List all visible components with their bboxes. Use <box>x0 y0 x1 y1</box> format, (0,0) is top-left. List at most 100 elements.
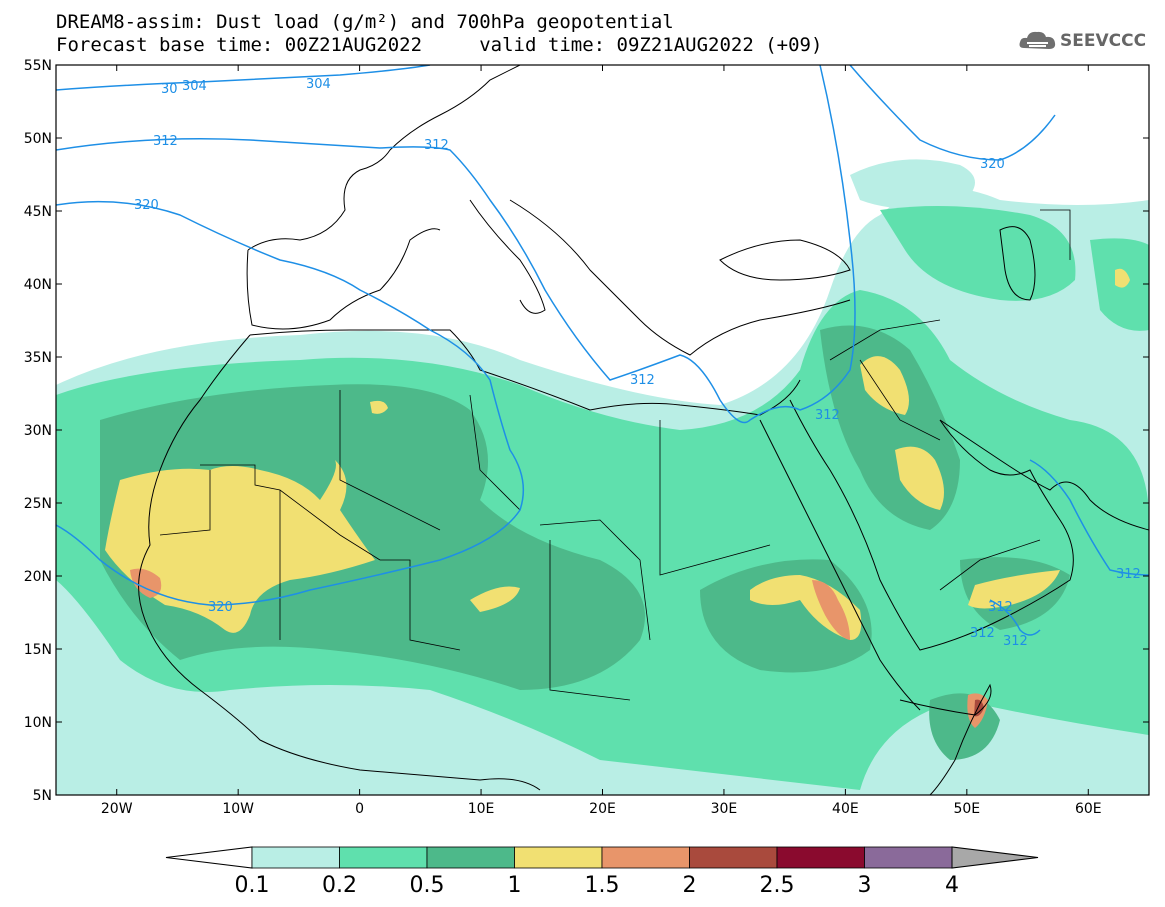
dust-shade-low <box>880 206 1076 301</box>
lat-tick-label: 20N <box>24 569 52 585</box>
border-line <box>859 359 941 441</box>
lon-tick-label: 20W <box>101 801 133 817</box>
dust-shade-high <box>1115 268 1130 288</box>
lat-tick-label: 55N <box>24 58 52 74</box>
chart-subtitle: Forecast base time: 00Z21AUG2022 valid t… <box>56 34 823 56</box>
lon-tick-label: 0 <box>355 801 364 817</box>
colorbar-label: 0.1 <box>235 873 270 898</box>
contour-label: 312 <box>424 138 449 153</box>
border-line <box>380 559 461 651</box>
lon-tick-label: 30E <box>711 801 738 817</box>
contour-312-north <box>56 65 856 424</box>
contour-304 <box>56 65 431 91</box>
contour-label: 312 <box>970 626 995 641</box>
dust-shade-light <box>850 159 975 209</box>
contour-label: 320 <box>208 600 233 615</box>
colorbar-swatch <box>514 846 603 869</box>
colorbar-label: 0.5 <box>410 873 445 898</box>
dust-shade-high <box>370 400 388 414</box>
colorbar-label: 4 <box>945 873 959 898</box>
coastline-red-sea <box>759 419 921 711</box>
dust-shade-high <box>895 446 944 510</box>
colorbar-swatch <box>426 846 515 869</box>
border-line <box>159 470 211 536</box>
lon-tick-label: 60E <box>1075 801 1102 817</box>
lon-tick-label: 50E <box>953 801 980 817</box>
lat-tick-label: 35N <box>24 350 52 366</box>
coastline-europe <box>247 65 521 251</box>
dust-shade-high <box>105 460 375 633</box>
lon-tick-label: 10W <box>222 801 254 817</box>
contour-label: 304 <box>306 77 331 92</box>
colorbar-swatch <box>251 846 340 869</box>
coastline-persian-gulf <box>939 419 1149 531</box>
coastline-balkans <box>509 199 851 356</box>
dust-shade-veryhigh <box>130 568 162 598</box>
contour-label: 312 <box>1116 567 1141 582</box>
colorbar: 0.1 0.2 0.5 1 1.5 2 2.5 3 4 <box>165 846 1039 898</box>
coastlines <box>138 65 1149 795</box>
coastline-caspian <box>999 226 1036 301</box>
colorbar-swatch <box>689 846 778 869</box>
dust-shade-high <box>470 586 520 612</box>
contour-label: 304 <box>182 79 207 94</box>
logo-text: SEEVCCC <box>1060 31 1147 51</box>
dust-load-field <box>56 159 1149 795</box>
colorbar-low-arrow <box>165 846 253 869</box>
border-line <box>939 539 1041 591</box>
coastline-black-sea <box>719 239 851 281</box>
lat-tick-label: 5N <box>33 788 52 804</box>
coastline-horn <box>899 683 992 795</box>
chart-title: DREAM8-assim: Dust load (g/m²) and 700hP… <box>56 11 674 33</box>
dust-shade-high <box>968 570 1060 609</box>
colorbar-swatch <box>339 846 428 869</box>
colorbar-label: 3 <box>858 873 872 898</box>
longitude-axis: 20W 10W 0 10E 20E 30E 40E 50E 60E <box>101 65 1102 817</box>
lat-tick-label: 50N <box>24 131 52 147</box>
coastline-iberia <box>246 228 441 330</box>
colorbar-high-arrow <box>951 846 1039 869</box>
colorbar-swatch <box>601 846 690 869</box>
contour-320-ne <box>849 65 1056 161</box>
lon-tick-label: 10E <box>468 801 495 817</box>
border-line <box>1040 209 1071 260</box>
coastline-west-africa <box>138 334 541 791</box>
colorbar-label: 0.2 <box>322 873 357 898</box>
border-line <box>339 390 441 531</box>
contour-312-arabia <box>989 599 1041 636</box>
colorbar-label: 2 <box>683 873 697 898</box>
lat-tick-label: 30N <box>24 423 52 439</box>
lat-tick-label: 45N <box>24 204 52 220</box>
lat-tick-label: 25N <box>24 496 52 512</box>
colorbar-label: 2.5 <box>760 873 795 898</box>
contour-label: 312 <box>1003 634 1028 649</box>
contour-label: 312 <box>815 408 840 423</box>
colorbar-label: 1 <box>508 873 522 898</box>
lat-tick-label: 10N <box>24 715 52 731</box>
coastline-north-africa <box>249 329 801 416</box>
colorbar-swatch <box>776 846 865 869</box>
geopotential-contours <box>56 65 1149 636</box>
contour-label: 312 <box>153 134 178 149</box>
border-line <box>469 394 521 511</box>
contour-label: 312 <box>988 600 1013 615</box>
border-line <box>539 519 651 641</box>
logo: SEEVCCC <box>1018 26 1154 56</box>
lon-tick-label: 20E <box>589 801 616 817</box>
colorbar-swatch <box>864 846 953 869</box>
border-line <box>829 319 941 361</box>
dust-shade-high <box>860 356 909 415</box>
contour-labels: 30 304 304 312 312 320 312 320 312 312 3… <box>134 77 1141 649</box>
dust-shade-extreme <box>974 699 984 717</box>
contour-label: 320 <box>980 157 1005 172</box>
contour-312-east <box>1029 459 1149 576</box>
dust-shade-veryhigh <box>812 580 850 640</box>
lat-tick-label: 40N <box>24 277 52 293</box>
lon-tick-label: 40E <box>832 801 859 817</box>
contour-label: 320 <box>134 198 159 213</box>
country-borders <box>159 209 1071 701</box>
border-line <box>200 464 381 561</box>
border-line <box>659 420 771 576</box>
border-line <box>549 540 631 701</box>
